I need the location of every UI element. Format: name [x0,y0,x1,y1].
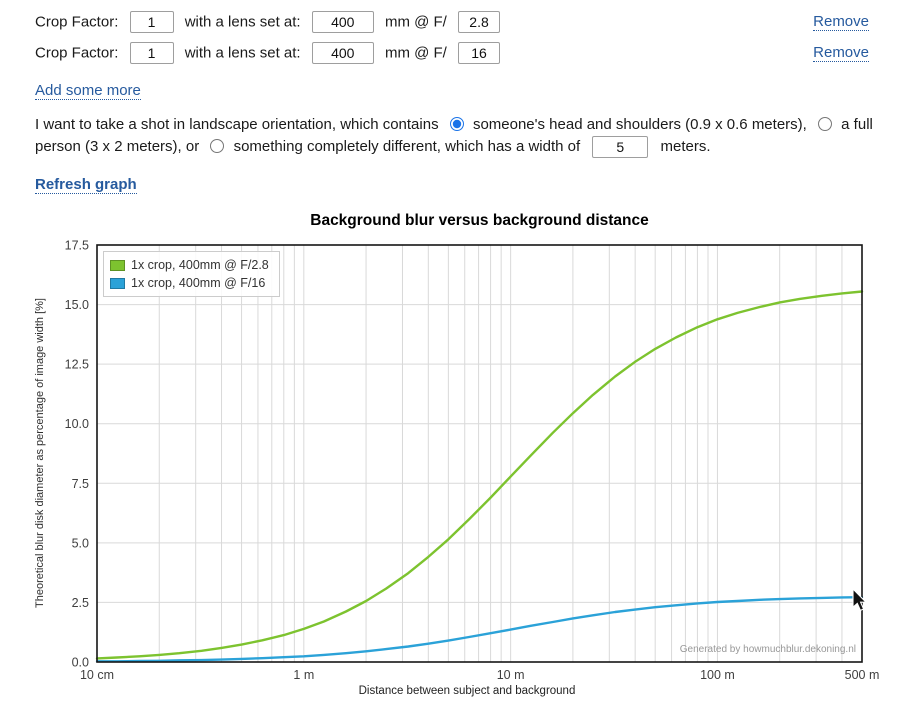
legend-item-f16: 1x crop, 400mm @ F/16 [110,274,269,292]
svg-text:12.5: 12.5 [65,358,89,372]
green-series-swatch [110,259,125,271]
svg-text:1 m: 1 m [293,668,314,682]
chart-watermark: Generated by howmuchblur.dekoning.nl [679,644,856,655]
svg-text:500 m: 500 m [845,668,880,682]
crop-factor-input-2[interactable] [129,42,174,64]
svg-text:100 m: 100 m [700,668,735,682]
focal-length-input-2[interactable] [311,42,374,64]
blur-chart: 0.0 2.5 5.0 7.5 10.0 12.5 15.0 17.5 10 cm 1 m 10 m… [65,239,880,683]
lens-set-at-label: with a lens set at: [184,13,301,31]
framing-intro-text: I want to take a shot in landscape orien… [35,116,439,133]
svg-text:10 cm: 10 cm [80,668,114,682]
mouse-cursor [852,588,868,612]
remove-link-1[interactable]: Remove [813,13,869,31]
focal-length-input-1[interactable] [311,11,374,33]
framing-sentence: I want to take a shot in landscape orien… [35,114,889,159]
crop-factor-input-1[interactable] [129,11,174,33]
radio-custom-width[interactable] [210,139,225,153]
svg-text:0.0: 0.0 [72,656,89,670]
add-some-more-link[interactable]: Add some more [35,82,141,100]
chart-title: Background blur versus background distan… [310,212,649,229]
custom-width-input[interactable] [592,136,649,159]
legend-label-f28: 1x crop, 400mm @ F/2.8 [131,258,269,272]
lens-set-at-label: with a lens set at: [184,44,301,62]
svg-text:5.0: 5.0 [72,536,89,550]
radio-head-and-shoulders[interactable] [449,117,464,131]
aperture-label: mm @ F/ [384,13,447,31]
legend-item-f28: 1x crop, 400mm @ F/2.8 [110,256,269,274]
crop-factor-label: Crop Factor: [35,13,119,31]
svg-text:15.0: 15.0 [65,298,89,312]
framing-option-person-text: a full person (3 x 2 meters), or [35,116,873,155]
svg-text:17.5: 17.5 [65,239,89,253]
svg-text:2.5: 2.5 [72,596,89,610]
framing-option-custom-text: something completely different, which ha… [233,138,581,155]
legend-label-f16: 1x crop, 400mm @ F/16 [131,276,266,290]
chart-legend: 1x crop, 400mm @ F/2.8 1x crop, 400mm @ … [103,251,280,297]
blue-series-swatch [110,277,125,289]
svg-text:10.0: 10.0 [65,417,89,431]
lens-row-1: Crop Factor: with a lens set at: mm @ F/… [35,11,869,37]
aperture-input-1[interactable] [458,11,501,33]
framing-option-head-text: someone's head and shoulders (0.9 x 0.6 … [472,116,807,133]
remove-link-2[interactable]: Remove [813,44,869,62]
framing-outro-text: meters. [660,138,711,155]
lens-row-2: Crop Factor: with a lens set at: mm @ F/… [35,42,869,68]
svg-text:7.5: 7.5 [72,477,89,491]
aperture-input-2[interactable] [458,42,501,64]
refresh-graph-link[interactable]: Refresh graph [35,176,137,194]
crop-factor-label: Crop Factor: [35,44,119,62]
svg-text:10 m: 10 m [497,668,525,682]
aperture-label: mm @ F/ [384,44,447,62]
x-axis-label: Distance between subject and background [358,685,576,697]
radio-full-person[interactable] [818,117,832,131]
y-axis-label: Theoretical blur disk diameter as percen… [34,298,46,608]
